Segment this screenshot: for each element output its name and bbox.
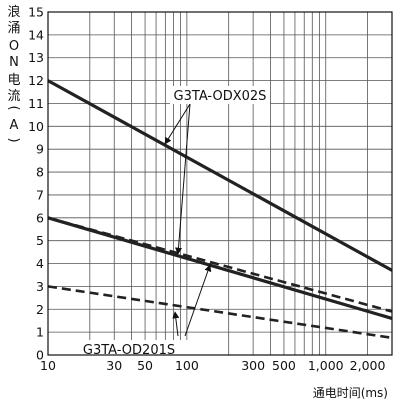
y-tick-11: 11 [28,96,44,111]
y-label-char-1: 涌 [7,21,20,36]
arrow-odx02s-lower [175,103,191,255]
y-label-char-3: N [9,55,19,70]
y-tick-3: 3 [36,279,44,294]
y-label-char-8: ) [6,137,21,142]
y-tick-6: 6 [36,210,44,225]
y-label-char-6: ( [6,105,21,110]
x-tick-1000: 1,000 [308,358,344,373]
y-tick-15: 15 [28,5,44,20]
y-tick-9: 9 [36,142,44,157]
annotation-arrows [164,103,212,337]
x-tick-labels: 10 30 50 100 300 500 1,000 2,000 [40,358,385,373]
arrow-od201s-upper [184,264,212,337]
annotation-g3ta-od201s: G3TA-OD201S [83,343,175,358]
y-tick-12: 12 [28,73,44,88]
y-label-char-7: A [10,118,19,133]
x-tick-300: 300 [241,358,265,373]
y-label-char-4: 电 [7,73,20,88]
series-line-1 [47,79,393,272]
series-lines [47,79,393,340]
x-tick-500: 500 [272,358,296,373]
annotation-1-bg [170,86,270,104]
arrow-od201s-lower [172,311,180,337]
annotation-g3ta-odx02s: G3TA-ODX02S [174,89,267,104]
y-tick-8: 8 [36,165,44,180]
y-label-char-5: 流 [7,89,20,104]
y-tick-7: 7 [36,187,44,202]
y-tick-14: 14 [28,27,44,42]
y-tick-4: 4 [36,256,44,271]
arrow-odx02s-upper [164,103,191,145]
series-line-2 [47,216,393,320]
x-tick-10: 10 [40,358,56,373]
y-tick-1: 1 [36,325,44,340]
plot-frame [47,11,393,356]
y-label-char-0: 浪 [7,5,20,20]
y-tick-2: 2 [36,302,44,317]
annotation-2-bg [70,340,188,358]
x-axis-label: 通电时间(ms) [313,386,388,400]
series-line-4 [47,285,393,340]
x-tick-30: 30 [106,358,122,373]
y-label-char-2: O [9,39,19,54]
x-tick-2000: 2,000 [350,358,386,373]
series-line-3 [47,216,393,313]
y-tick-10: 10 [28,119,44,134]
y-tick-13: 13 [28,50,44,65]
y-tick-0: 0 [36,348,44,363]
x-tick-50: 50 [137,358,153,373]
x-tick-100: 100 [175,358,199,373]
y-tick-5: 5 [36,233,44,248]
